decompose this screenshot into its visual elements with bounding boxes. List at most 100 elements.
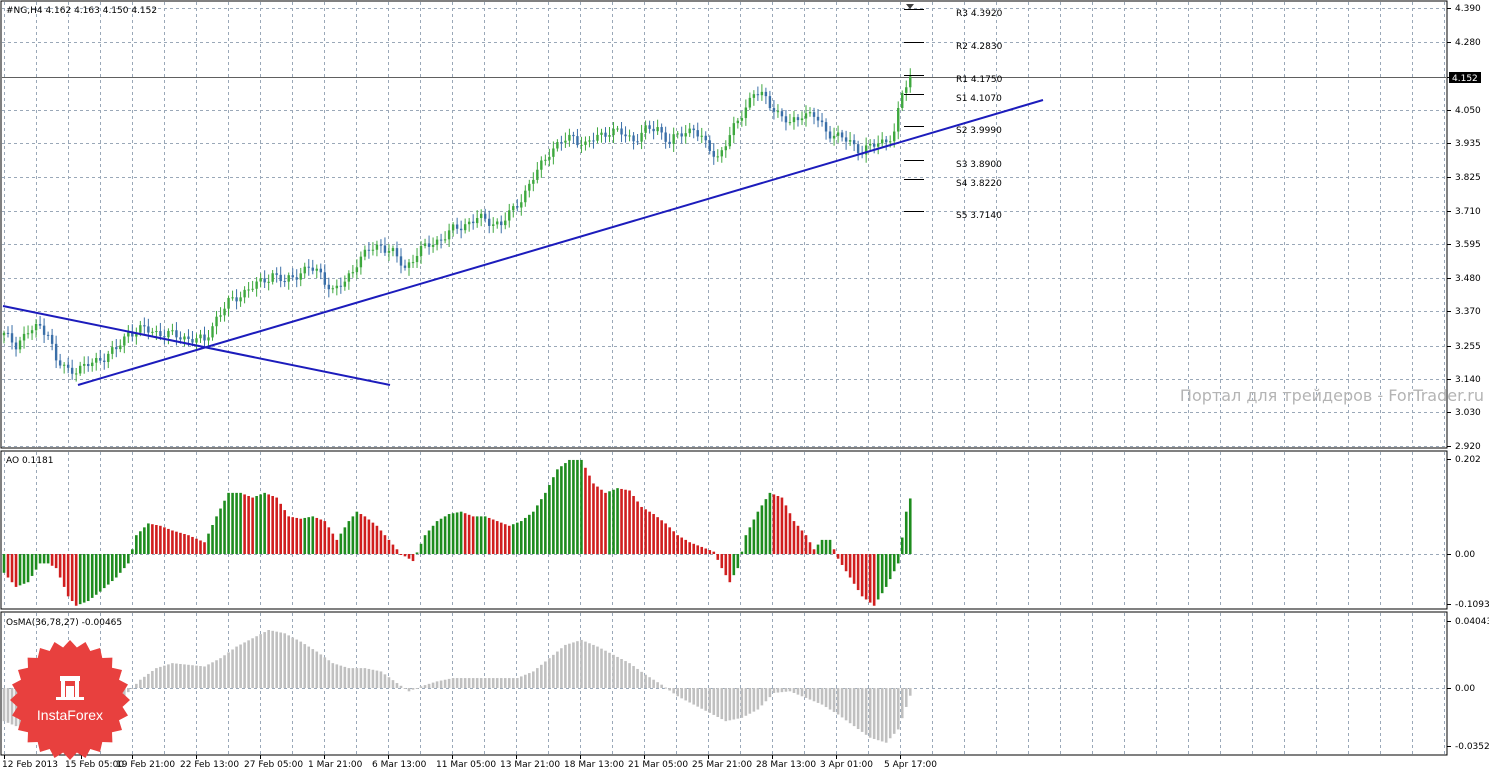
price-candle [760, 91, 764, 96]
osma-tick-label: -0.03527 [1455, 742, 1489, 752]
ao-bar [50, 554, 54, 566]
price-candle [283, 281, 286, 283]
osma-bar [259, 634, 262, 688]
price-candle [836, 132, 840, 136]
osma-bar [860, 688, 864, 732]
price-candle [359, 256, 363, 268]
osma-bar [195, 665, 198, 688]
osma-bar [375, 670, 379, 688]
ao-bar [463, 513, 467, 554]
price-candle [387, 251, 391, 253]
ao-bar [423, 535, 427, 554]
osma-bar [311, 649, 315, 688]
osma-bar [495, 678, 499, 688]
price-candle [792, 117, 796, 123]
price-candle [347, 273, 351, 282]
ao-bar [872, 554, 876, 606]
ao-bar [70, 554, 74, 602]
price-candle [752, 94, 756, 98]
ao-bar [207, 533, 210, 554]
price-candle [680, 133, 683, 137]
price-candle [10, 333, 14, 343]
price-candle [431, 244, 435, 247]
osma-bar [271, 630, 274, 688]
osma-bar [896, 688, 900, 730]
osma-bar [744, 688, 748, 716]
ao-bar [796, 525, 800, 554]
osma-bar [648, 677, 651, 688]
ao-bar [407, 554, 411, 559]
osma-bar [2, 688, 6, 722]
ao-bar [419, 543, 423, 554]
price-candle [528, 183, 531, 191]
price-candle [179, 337, 182, 340]
price-candle [38, 323, 42, 326]
ao-bar [792, 521, 796, 554]
osma-bar [327, 660, 331, 688]
price-candle [78, 365, 82, 374]
osma-bar [423, 685, 427, 688]
osma-bar [187, 664, 190, 688]
osma-bar [796, 688, 800, 695]
ao-bar [572, 459, 575, 554]
osma-bar [636, 668, 639, 688]
ao-bar [203, 542, 206, 554]
price-candle [255, 281, 258, 289]
ao-bar [447, 514, 451, 554]
price-candle [2, 332, 6, 336]
ao-bar [852, 554, 856, 584]
osma-bar [395, 683, 399, 688]
price-candle [868, 143, 872, 146]
osma-bar [812, 688, 816, 702]
ao-bar [171, 530, 174, 554]
osma-bar [255, 636, 258, 688]
ao-bar [283, 510, 286, 554]
ao-tick-label: 0.00 [1455, 550, 1475, 560]
price-tick-label: 4.050 [1455, 106, 1481, 116]
ao-bar [267, 494, 270, 554]
osma-bar [371, 669, 375, 688]
osma-bar [752, 688, 756, 712]
ao-bar [732, 554, 736, 576]
ao-bar [82, 554, 86, 603]
ao-bar [18, 554, 22, 586]
ao-bar [38, 554, 42, 564]
osma-bar [824, 688, 828, 708]
price-candle [171, 330, 174, 332]
osma-bar [215, 660, 218, 688]
price-candle [544, 159, 547, 161]
osma-bar [399, 685, 403, 688]
ao-bar [832, 549, 836, 554]
osma-bar [904, 688, 908, 707]
price-candle [99, 357, 102, 361]
price-candle [824, 122, 828, 132]
ao-bar [495, 521, 499, 554]
price-candle [147, 326, 150, 333]
osma-bar [131, 688, 134, 689]
price-candle [435, 239, 439, 245]
price-candle [724, 146, 727, 151]
osma-bar [155, 668, 158, 688]
osma-bar [347, 668, 351, 688]
osma-bar [692, 688, 696, 705]
ao-bar [864, 554, 868, 600]
price-candle [612, 128, 615, 136]
ao-bar [568, 459, 571, 554]
osma-bar [163, 665, 166, 688]
ao-bar [644, 509, 647, 554]
price-candle [728, 135, 732, 147]
ao-bar [319, 519, 323, 554]
price-candle [768, 96, 772, 109]
pivot-level-label: R1 4.1750 [956, 75, 1003, 85]
osma-bar [439, 680, 443, 688]
logo-tower-icon [56, 676, 84, 700]
ao-bar [327, 527, 331, 554]
price-tick-label: 3.140 [1455, 375, 1481, 385]
time-tick-label: 22 Feb 13:00 [180, 760, 239, 770]
osma-bar [592, 644, 595, 688]
price-candle [34, 323, 38, 331]
price-candle [427, 243, 431, 247]
osma-bar [632, 666, 635, 688]
ao-bar [804, 535, 808, 554]
